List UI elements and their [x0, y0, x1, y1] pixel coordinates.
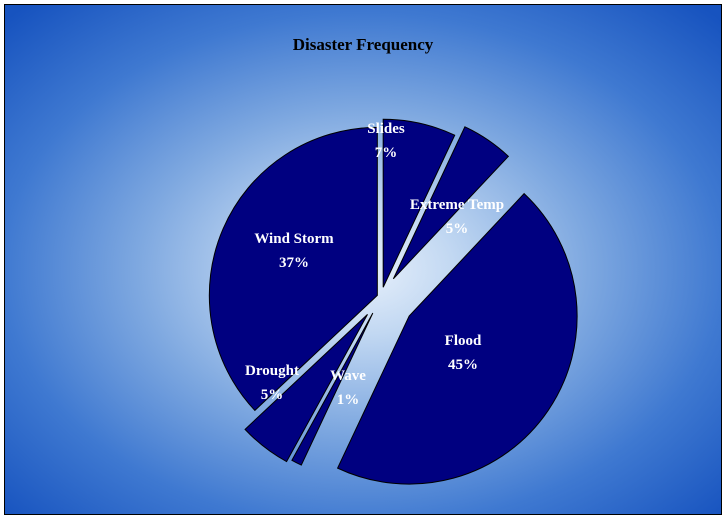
chart-frame: Disaster Frequency Slides 7% Extreme Temp 5…: [4, 4, 722, 515]
pie-slice-extreme-temp: [392, 126, 510, 280]
pie-slice-wind-storm: [208, 126, 378, 412]
slice-percent-flood: 45%: [448, 357, 478, 373]
slice-label-flood: Flood: [445, 333, 482, 349]
slice-percent-wind-storm: 37%: [279, 255, 309, 271]
slice-percent-slides: 7%: [375, 145, 398, 161]
pie-chart: Slides 7% Extreme Temp 5% Flood 45% Wave 1% Drou…: [208, 118, 578, 485]
pie-slice-flood: [336, 192, 578, 485]
slice-label-slides: Slides: [367, 121, 405, 137]
pie-slice-wave: [291, 312, 374, 466]
pie-slice-drought: [244, 314, 368, 463]
slice-percent-drought: 5%: [261, 387, 284, 403]
slice-label-wind-storm: Wind Storm: [254, 231, 334, 247]
slice-label-drought: Drought: [245, 363, 299, 379]
slice-percent-extreme-temp: 5%: [446, 221, 469, 237]
slice-percent-wave: 1%: [337, 392, 360, 408]
slice-label-wave: Wave: [330, 368, 366, 384]
slice-label-extreme-temp: Extreme Temp: [410, 197, 504, 213]
chart-title: Disaster Frequency: [292, 35, 434, 54]
pie-slice-slides: [382, 118, 456, 288]
